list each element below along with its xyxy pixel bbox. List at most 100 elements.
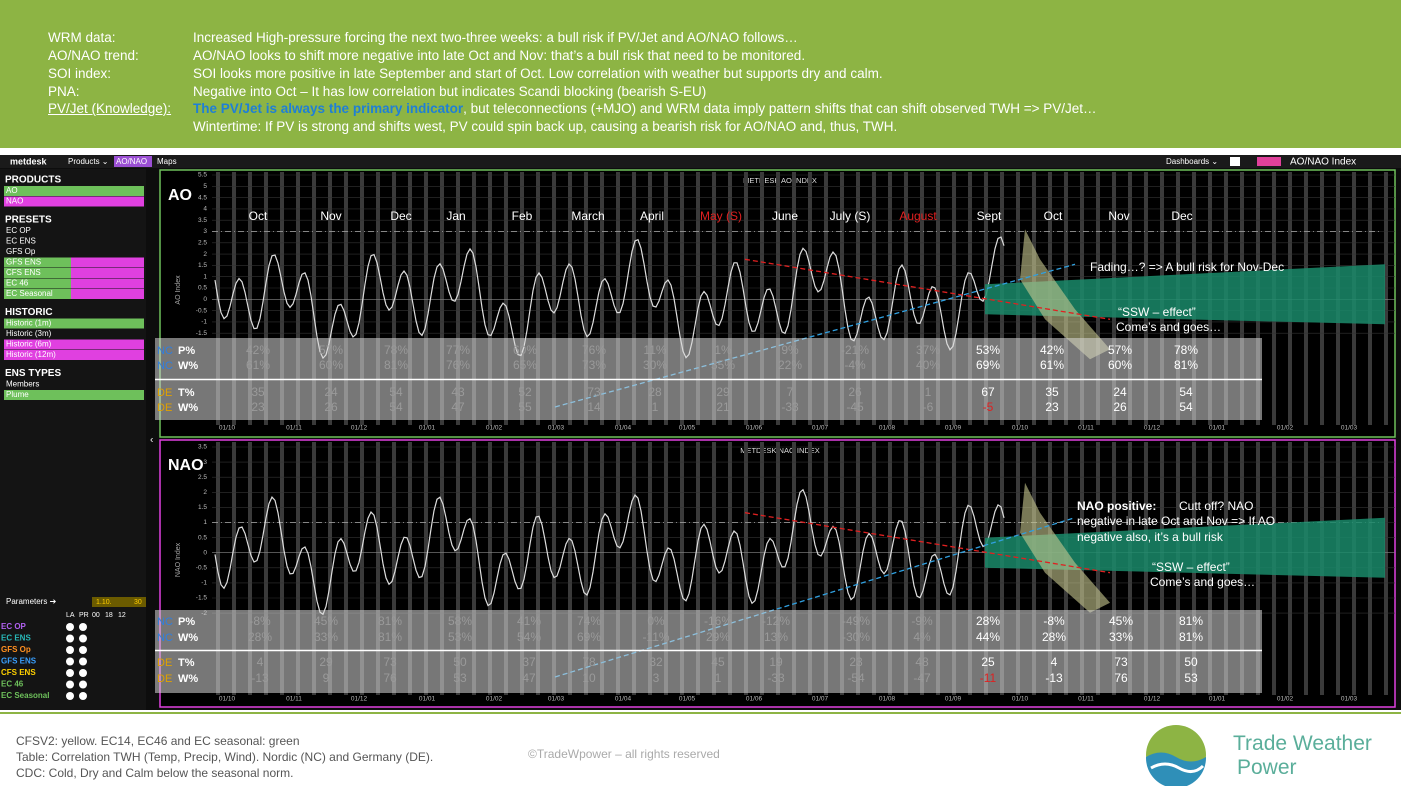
check (66, 692, 74, 700)
section-title: PRODUCTS (5, 175, 61, 186)
table-cell: 53 (1184, 671, 1198, 685)
table-cell: 19 (769, 655, 783, 669)
footer-note: CFSV2: yellow. EC14, EC46 and EC seasona… (16, 734, 300, 748)
month-label: July (S) (830, 209, 871, 223)
x-tick-label: 01/09 (945, 696, 962, 703)
menu-item[interactable]: Products ⌄ (68, 157, 109, 166)
sidebar-item[interactable]: NAO (6, 197, 23, 206)
table-cell: 73 (1114, 655, 1128, 669)
header-label: WRM data: (48, 30, 116, 45)
y-tick-label: 3.5 (198, 217, 207, 224)
table-cell: 33% (314, 630, 338, 644)
sidebar-item[interactable]: EC 46 (6, 279, 29, 288)
header-label: SOI index: (48, 66, 112, 81)
section-title: PRESETS (5, 215, 52, 226)
header-text: Increased High-pressure forcing the next… (193, 30, 798, 45)
sidebar-item[interactable]: EC ENS (6, 237, 36, 246)
x-tick-label: 01/01 (419, 425, 436, 432)
menu-item[interactable]: Dashboards ⌄ (1166, 157, 1218, 166)
x-tick-label: 01/11 (1078, 425, 1094, 432)
history-line (214, 488, 1005, 616)
y-tick-label: 5.5 (198, 172, 207, 179)
table-cell: 81% (378, 630, 402, 644)
x-tick-label: 01/12 (351, 425, 368, 432)
y-tick-label: 0 (203, 549, 207, 556)
table-cell: -16% (704, 614, 732, 628)
x-tick-label: 01/09 (945, 425, 962, 432)
table-cell: -54 (847, 671, 865, 685)
row-metric: T% (178, 657, 195, 669)
menu-item[interactable]: AO/NAO Index (1290, 157, 1356, 168)
table-cell: 24 (324, 385, 338, 399)
annotation: Come’s and goes… (1150, 575, 1255, 589)
table-cell: 28% (248, 630, 272, 644)
icon (1230, 157, 1240, 166)
table-cell: 42% (1040, 343, 1064, 357)
param-col: 18 (105, 612, 113, 619)
month-label: June (772, 209, 798, 223)
row-region: NC (157, 345, 173, 357)
table-cell: -33 (767, 671, 785, 685)
table-cell: 47 (451, 400, 465, 414)
table-cell: 69% (577, 630, 601, 644)
table-cell: 53% (976, 343, 1000, 357)
param-row: EC Seasonal (1, 691, 49, 700)
x-tick-label: 01/07 (812, 696, 829, 703)
item-bg (4, 257, 71, 268)
table-cell: -11 (980, 671, 997, 685)
x-tick-label: 01/01 (1209, 696, 1226, 703)
sidebar-item[interactable]: AO (6, 186, 18, 195)
table-cell: 22% (778, 358, 802, 372)
sidebar-item[interactable]: EC Seasonal (6, 289, 53, 298)
footer: CFSV2: yellow. EC14, EC46 and EC seasona… (0, 712, 1401, 790)
section-title: HISTORIC (5, 307, 53, 318)
table-cell: 61% (246, 358, 270, 372)
y-tick-label: -0.5 (196, 565, 208, 572)
table-cell: 23 (251, 400, 265, 414)
item-bg (71, 390, 144, 400)
check (66, 634, 74, 643)
menu-item[interactable]: Maps (157, 157, 177, 166)
x-tick-label: 01/11 (286, 696, 302, 703)
header-text: The PV/Jet is always the primary indicat… (193, 101, 1097, 116)
y-tick-label: 5 (203, 183, 207, 190)
sidebar-item[interactable]: Historic (12m) (6, 350, 56, 359)
month-label: Dec (390, 209, 411, 223)
table-cell: 74% (577, 614, 601, 628)
y-tick-label: 1 (203, 519, 207, 526)
sidebar-item[interactable]: GFS Op (6, 247, 36, 256)
sidebar-item[interactable]: GFS ENS (6, 258, 41, 267)
table-cell: 78% (384, 343, 408, 357)
sidebar-item[interactable]: CFS ENS (6, 268, 41, 277)
y-tick-label: 0.5 (198, 285, 207, 292)
menu-active (114, 156, 152, 167)
y-tick-label: -1 (201, 319, 207, 326)
sidebar-item[interactable]: Members (6, 380, 39, 389)
table-cell: 28% (976, 614, 1000, 628)
header-text: Negative into Oct – It has low correlati… (193, 84, 707, 99)
param-row: GFS Op (1, 645, 31, 654)
sidebar-item[interactable]: Historic (1m) (6, 319, 52, 328)
table-cell: 50 (1184, 655, 1198, 669)
trend-line (744, 512, 1111, 574)
forecast-spread (1020, 482, 1110, 613)
x-tick-label: 01/01 (419, 696, 436, 703)
check (79, 680, 87, 689)
header-label: PV/Jet (Knowledge): (48, 101, 172, 116)
table-cell: -9% (911, 614, 933, 628)
table-cell: 14 (587, 400, 601, 414)
table-cell: -49% (842, 614, 870, 628)
sidebar-item[interactable]: Plume (6, 390, 29, 399)
x-tick-label: 01/12 (351, 696, 368, 703)
sidebar-item[interactable]: Historic (3m) (6, 329, 52, 338)
table-cell: 73% (582, 358, 606, 372)
sidebar-item[interactable]: Historic (6m) (6, 340, 52, 349)
check (79, 623, 87, 631)
sidebar-item[interactable]: EC OP (6, 226, 31, 235)
table-cell: 76% (582, 343, 606, 357)
menu-item[interactable]: AO/NAO (116, 157, 147, 166)
table-band (155, 610, 1262, 693)
x-tick-label: 01/02 (486, 696, 503, 703)
table-cell: 45% (314, 614, 338, 628)
table-cell: 1% (714, 343, 732, 357)
